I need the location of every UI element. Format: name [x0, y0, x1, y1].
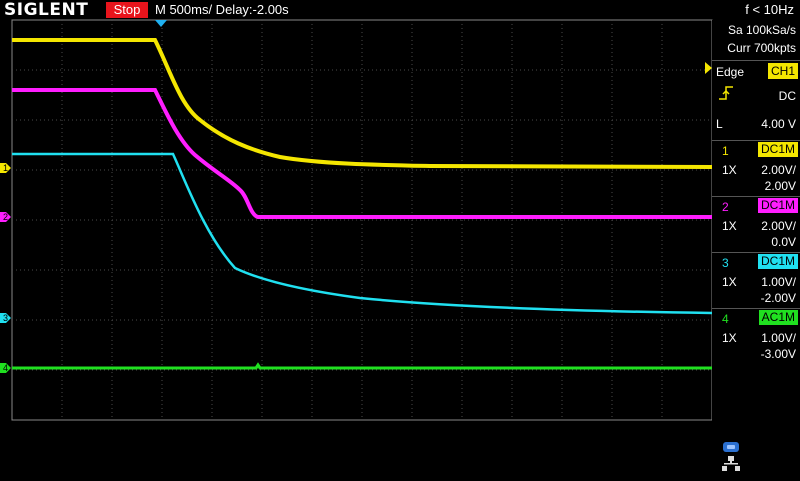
trigger-level-value: 4.00 V — [761, 117, 796, 131]
sample-rate: Sa 100kSa/s — [727, 23, 796, 37]
ch1-marker-label: 1 — [3, 163, 8, 173]
channel-offset: -2.00V — [760, 291, 796, 305]
channel-offset: 0.0V — [771, 235, 796, 249]
channel-number: 1 — [722, 144, 729, 158]
ch4-trace — [12, 362, 712, 370]
channel-offset: -3.00V — [760, 347, 796, 361]
status-icons — [720, 440, 744, 476]
ch2-ground-marker — [0, 212, 11, 222]
volts-per-div: 1.00V/ — [761, 331, 796, 345]
volts-per-div: 1.00V/ — [761, 275, 796, 289]
ch1-trace — [12, 38, 713, 169]
channel-4-block[interactable]: 4 AC1M 1X 1.00V/ -3.00V — [712, 308, 800, 365]
ch1-ground-marker — [0, 163, 11, 173]
brand-logo: SIGLENT — [4, 0, 89, 20]
channel-2-block[interactable]: 2 DC1M 1X 2.00V/ 0.0V — [712, 196, 800, 253]
frequency-counter: f < 10Hz — [745, 2, 794, 17]
probe-ratio: 1X — [722, 163, 737, 177]
trigger-settings[interactable]: Edge CH1 DC L 4.00 V — [712, 60, 800, 137]
run-stop-status[interactable]: Stop — [106, 2, 148, 18]
ch3-trace — [12, 152, 713, 315]
network-icon — [722, 456, 740, 471]
channel-coupling: DC1M — [757, 254, 798, 269]
ch3-ground-marker — [0, 313, 11, 323]
trigger-coupling: DC — [778, 89, 796, 103]
timebase-readout[interactable]: M 500ms/ Delay:-2.00s — [155, 2, 289, 17]
memory-depth: Curr 700kpts — [727, 41, 796, 55]
ch2-trace — [12, 88, 712, 219]
channel-1-block[interactable]: 1 DC1M 1X 2.00V/ 2.00V — [712, 140, 800, 197]
ch2-marker-label: 2 — [3, 212, 8, 222]
ch4-ground-marker — [0, 363, 11, 373]
trigger-type: Edge — [716, 65, 745, 79]
probe-ratio: 1X — [722, 331, 737, 345]
channel-offset: 2.00V — [764, 179, 796, 193]
probe-ratio: 1X — [722, 219, 737, 233]
usb-icon — [723, 442, 739, 452]
trigger-position-marker — [155, 20, 167, 27]
ch3-marker-label: 3 — [3, 313, 8, 323]
channel-coupling: AC1M — [758, 310, 798, 325]
channel-number: 2 — [722, 200, 729, 214]
probe-ratio: 1X — [722, 275, 737, 289]
volts-per-div: 2.00V/ — [761, 163, 796, 177]
volts-per-div: 2.00V/ — [761, 219, 796, 233]
ch4-marker-label: 4 — [3, 363, 8, 373]
trigger-level-marker — [705, 62, 712, 74]
trigger-source-badge: CH1 — [767, 63, 798, 79]
rising-edge-icon — [718, 85, 734, 104]
channel-coupling: DC1M — [757, 142, 798, 157]
channel-3-block[interactable]: 3 DC1M 1X 1.00V/ -2.00V — [712, 252, 800, 309]
channel-number: 3 — [722, 256, 729, 270]
channel-number: 4 — [722, 312, 729, 326]
channel-coupling: DC1M — [757, 198, 798, 213]
trigger-level-label: L — [716, 117, 723, 131]
top-status-bar: SIGLENT Stop M 500ms/ Delay:-2.00s f < 1… — [0, 0, 800, 20]
